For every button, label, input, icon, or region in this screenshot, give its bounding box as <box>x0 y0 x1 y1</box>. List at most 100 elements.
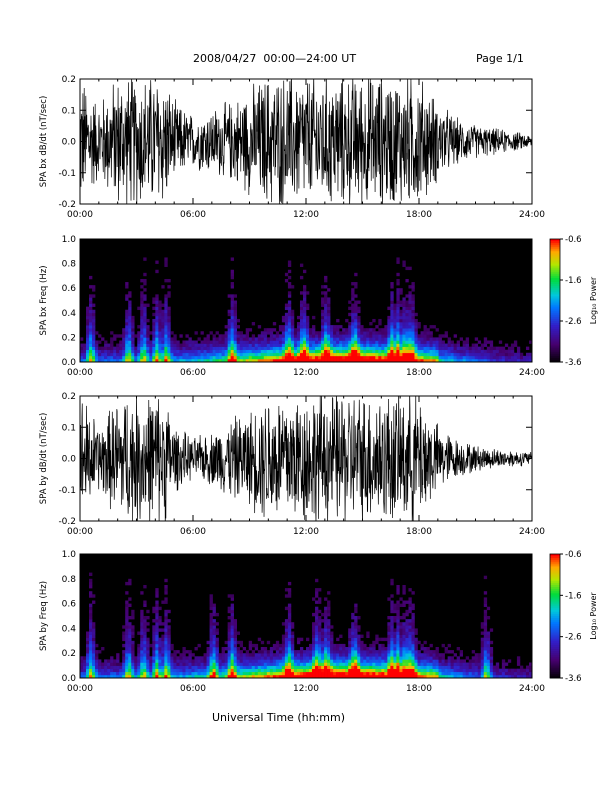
spectrogram-cell <box>179 352 183 357</box>
spectrogram-cell <box>176 346 180 351</box>
spectrogram-cell <box>230 612 234 617</box>
spectrogram-cell <box>176 355 180 360</box>
spectrogram-cell <box>432 671 436 676</box>
spectrogram-cell <box>110 665 114 669</box>
spectrogram-cell <box>387 643 391 648</box>
spectrogram-cell <box>306 665 310 669</box>
spectrogram-cell <box>209 671 213 676</box>
spectrogram-cell <box>351 328 355 332</box>
spectrogram-cell <box>164 578 168 583</box>
spectrogram-cell <box>158 346 162 351</box>
spectrogram-cell <box>471 352 476 357</box>
spectrogram-cell <box>284 622 289 626</box>
spectrogram-cell <box>336 643 340 648</box>
colorbar-step <box>550 308 560 312</box>
spectrogram-cell <box>299 325 304 329</box>
spectrogram-cell <box>92 653 96 657</box>
colorbar-step <box>550 335 560 338</box>
spectrogram-cell <box>363 653 367 657</box>
spectrogram-cell <box>83 349 87 354</box>
spectrogram-cell <box>312 597 316 601</box>
spectrogram-cell <box>302 671 307 676</box>
spectrogram-cell <box>149 340 153 344</box>
spectrogram-cell <box>131 315 135 320</box>
spectrogram-cell <box>164 656 168 660</box>
spectrogram-cell <box>293 328 298 332</box>
spectrogram-cell <box>224 668 228 673</box>
spectrogram-cell <box>110 337 114 341</box>
colorbar-step <box>550 580 560 584</box>
spectrogram-cell <box>312 331 316 335</box>
spectrogram-cell <box>411 294 415 298</box>
spectrogram-cell <box>92 309 96 314</box>
spectrogram-cell <box>191 668 195 673</box>
spectrogram-cell <box>221 656 225 660</box>
spectrogram-cell <box>245 665 250 669</box>
spectrogram-cell <box>447 346 451 351</box>
spectrogram-cell <box>164 668 168 673</box>
spectrogram-cell <box>396 656 400 660</box>
spectrogram-cell <box>321 355 325 360</box>
spectrogram-cell <box>474 656 479 660</box>
spectrogram-cell <box>122 674 126 679</box>
spectrogram-cell <box>299 656 304 660</box>
spectrogram-cell <box>251 659 256 663</box>
spectrogram-cell <box>402 349 406 354</box>
spectrogram-cell <box>387 358 391 363</box>
colorbar-step <box>550 642 560 646</box>
spectrogram-cell <box>137 668 141 673</box>
spectrogram-cell <box>351 355 355 360</box>
spectrogram-cell <box>92 634 96 638</box>
spectrogram-cell <box>293 674 298 679</box>
spectrogram-cell <box>98 671 102 676</box>
spectrogram-cell <box>387 315 391 320</box>
spectrogram-cell <box>143 322 147 326</box>
spectrogram-cell <box>342 337 346 341</box>
spectrogram-cell <box>312 355 316 360</box>
spectrogram-cell <box>390 653 394 657</box>
spectrogram-cell <box>354 337 358 341</box>
spectrogram-cell <box>417 671 421 676</box>
spectrogram-cell <box>477 674 482 679</box>
spectrogram-cell <box>233 303 237 307</box>
spectrogram-cell <box>306 668 310 673</box>
spectrogram-cell <box>230 322 234 326</box>
spectrogram-cell <box>89 619 93 623</box>
spectrogram-cell <box>227 349 231 354</box>
spectrogram-cell <box>483 337 488 341</box>
spectrogram-cell <box>399 622 403 626</box>
spectrogram-cell <box>468 352 473 357</box>
spectrogram-cell <box>438 656 442 660</box>
spectrogram-cell <box>417 349 421 354</box>
spectrogram-cell <box>131 628 135 632</box>
spectrogram-cell <box>450 650 454 654</box>
spectrogram-cell <box>155 352 159 357</box>
spectrogram-cell <box>420 358 424 363</box>
spectrogram-cell <box>435 358 439 363</box>
spectrogram-cell <box>363 337 367 341</box>
spectrogram-cell <box>233 674 237 679</box>
spectrogram-cell <box>507 352 512 357</box>
spectrogram-cell <box>357 668 361 673</box>
spectrogram-cell <box>399 328 403 332</box>
spectrogram-cell <box>327 668 331 673</box>
spectrogram-cell <box>333 355 337 360</box>
spectrogram-cell <box>302 659 307 663</box>
spectrogram-cell <box>251 334 256 338</box>
spectrogram-cell <box>257 674 262 679</box>
spectrogram-cell <box>411 297 415 301</box>
spectrogram-cell <box>399 325 403 329</box>
spectrogram-cell <box>486 358 491 363</box>
spectrogram-cell <box>405 346 409 351</box>
spectrogram-cell <box>176 343 180 347</box>
spectrogram-cell <box>345 665 349 669</box>
spectrogram-cell <box>155 606 159 611</box>
spectrogram-cell <box>233 349 237 354</box>
colorbar-step <box>550 601 560 605</box>
spectrogram-cell <box>483 591 488 595</box>
spectrogram-cell <box>197 659 201 663</box>
x-tick-label: 00:00 <box>67 527 93 537</box>
spectrogram-cell <box>396 619 400 623</box>
spectrogram-cell <box>426 334 430 338</box>
spectrogram-cell <box>182 647 186 651</box>
